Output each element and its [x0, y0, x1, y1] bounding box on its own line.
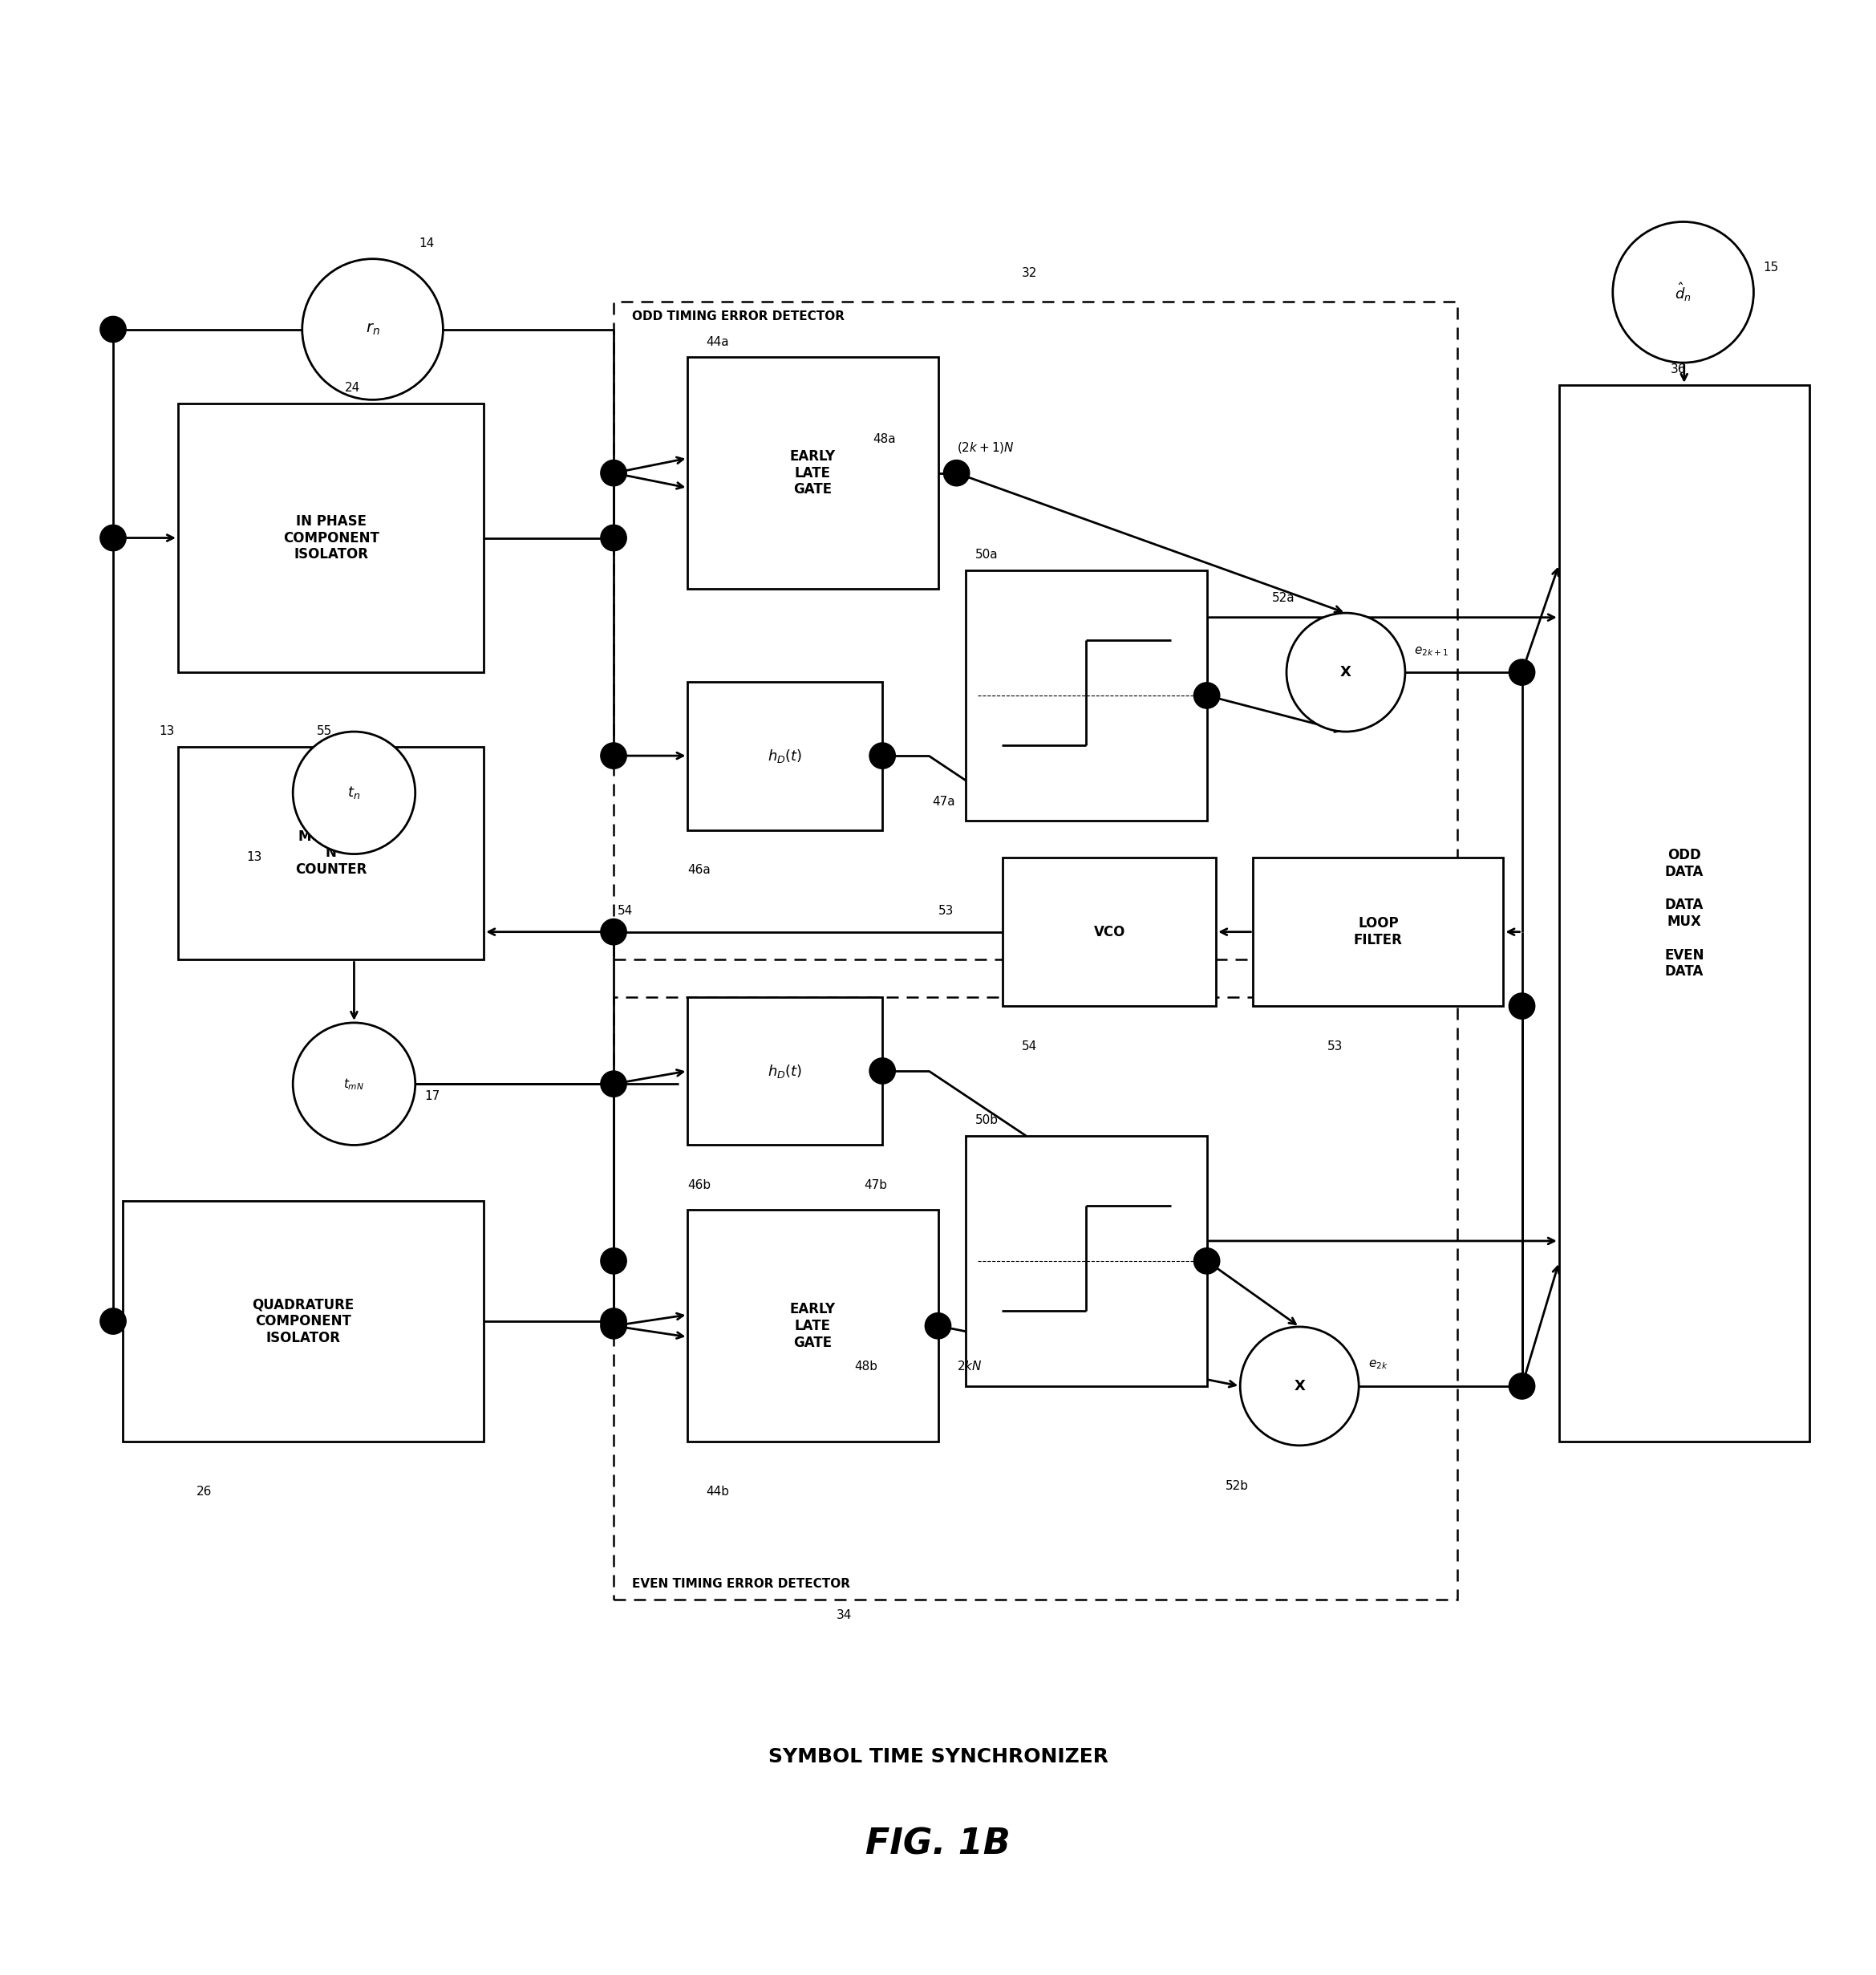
Circle shape	[600, 1248, 627, 1274]
Text: ODD
DATA

DATA
MUX

EVEN
DATA: ODD DATA DATA MUX EVEN DATA	[1664, 847, 1703, 980]
Circle shape	[293, 1023, 415, 1145]
Text: $e_{2k+1}$: $e_{2k+1}$	[1415, 646, 1448, 658]
Bar	[178, 403, 484, 672]
Text: 17: 17	[424, 1090, 441, 1102]
Bar	[688, 1211, 938, 1442]
Text: 52b: 52b	[1225, 1479, 1249, 1491]
Circle shape	[1193, 1248, 1219, 1274]
Bar	[613, 302, 1458, 960]
Circle shape	[600, 460, 627, 486]
Text: 46b: 46b	[688, 1179, 711, 1191]
Circle shape	[600, 918, 627, 944]
Text: VCO: VCO	[1094, 924, 1126, 938]
Bar	[966, 571, 1206, 822]
Bar	[1004, 857, 1216, 1005]
Text: 13: 13	[246, 851, 263, 863]
Circle shape	[99, 316, 126, 342]
Bar	[1559, 385, 1808, 1442]
Text: $e_{2k}$: $e_{2k}$	[1368, 1359, 1388, 1371]
Circle shape	[1287, 612, 1405, 731]
Text: $r_n$: $r_n$	[366, 322, 379, 338]
Circle shape	[869, 743, 895, 768]
Circle shape	[925, 1313, 951, 1339]
Circle shape	[600, 525, 627, 551]
Text: 52a: 52a	[1272, 592, 1294, 604]
Text: $t_n$: $t_n$	[347, 784, 360, 800]
Text: $h_D(t)$: $h_D(t)$	[767, 747, 803, 764]
Circle shape	[99, 1307, 126, 1335]
Circle shape	[600, 1313, 627, 1339]
Text: 14: 14	[418, 237, 435, 249]
Circle shape	[1240, 1327, 1358, 1446]
Text: $\hat{d}_n$: $\hat{d}_n$	[1675, 280, 1692, 304]
Text: 46a: 46a	[688, 865, 711, 877]
Text: 54: 54	[1021, 1041, 1037, 1053]
Text: $t_{mN}$: $t_{mN}$	[343, 1076, 364, 1092]
Circle shape	[869, 1059, 895, 1084]
Circle shape	[1613, 221, 1754, 363]
Text: EARLY
LATE
GATE: EARLY LATE GATE	[790, 448, 837, 498]
Text: 48a: 48a	[872, 433, 897, 444]
Circle shape	[302, 259, 443, 399]
Circle shape	[1508, 1373, 1535, 1398]
Text: X: X	[1294, 1379, 1306, 1392]
Text: 32: 32	[1021, 267, 1037, 278]
Text: EARLY
LATE
GATE: EARLY LATE GATE	[790, 1302, 837, 1349]
Circle shape	[600, 1307, 627, 1335]
Text: 47b: 47b	[863, 1179, 887, 1191]
Text: 24: 24	[345, 383, 360, 395]
Text: 53: 53	[938, 905, 953, 916]
Text: ODD TIMING ERROR DETECTOR: ODD TIMING ERROR DETECTOR	[632, 310, 844, 322]
Text: QUADRATURE
COMPONENT
ISOLATOR: QUADRATURE COMPONENT ISOLATOR	[251, 1298, 355, 1345]
Circle shape	[99, 525, 126, 551]
Text: 50b: 50b	[976, 1114, 998, 1126]
Text: 48b: 48b	[855, 1361, 878, 1373]
Circle shape	[1193, 683, 1219, 709]
Text: 44a: 44a	[705, 336, 730, 348]
Text: IN PHASE
COMPONENT
ISOLATOR: IN PHASE COMPONENT ISOLATOR	[283, 514, 379, 561]
Text: 13: 13	[159, 725, 174, 737]
Text: $2kN$: $2kN$	[957, 1359, 981, 1373]
Bar	[178, 747, 484, 960]
Circle shape	[600, 743, 627, 768]
Text: 26: 26	[197, 1485, 212, 1497]
Bar	[122, 1201, 484, 1442]
Text: 47a: 47a	[932, 796, 955, 808]
Text: $(2k+1)N$: $(2k+1)N$	[957, 440, 1015, 454]
Bar	[688, 997, 882, 1145]
Text: 44b: 44b	[705, 1485, 730, 1497]
Text: LOOP
FILTER: LOOP FILTER	[1354, 916, 1403, 948]
Text: X: X	[1339, 666, 1351, 679]
Bar	[688, 357, 938, 589]
Bar	[613, 997, 1458, 1600]
Text: 55: 55	[317, 725, 332, 737]
Text: EVEN TIMING ERROR DETECTOR: EVEN TIMING ERROR DETECTOR	[632, 1578, 850, 1590]
Text: 36: 36	[1670, 363, 1687, 375]
Text: 53: 53	[1328, 1041, 1343, 1053]
Bar	[688, 681, 882, 830]
Text: SYMBOL TIME SYNCHRONIZER: SYMBOL TIME SYNCHRONIZER	[767, 1748, 1109, 1766]
Text: FIG. 1B: FIG. 1B	[865, 1827, 1011, 1860]
Text: MODULO
N
COUNTER: MODULO N COUNTER	[295, 830, 366, 877]
Text: 15: 15	[1763, 261, 1778, 275]
Circle shape	[600, 1070, 627, 1096]
Bar	[966, 1136, 1206, 1386]
Bar	[1253, 857, 1503, 1005]
Circle shape	[293, 731, 415, 853]
Text: $h_D(t)$: $h_D(t)$	[767, 1063, 803, 1080]
Circle shape	[1508, 993, 1535, 1019]
Text: 50a: 50a	[976, 549, 998, 561]
Text: 54: 54	[617, 905, 632, 916]
Text: 34: 34	[837, 1610, 852, 1621]
Circle shape	[1508, 660, 1535, 685]
Circle shape	[944, 460, 970, 486]
